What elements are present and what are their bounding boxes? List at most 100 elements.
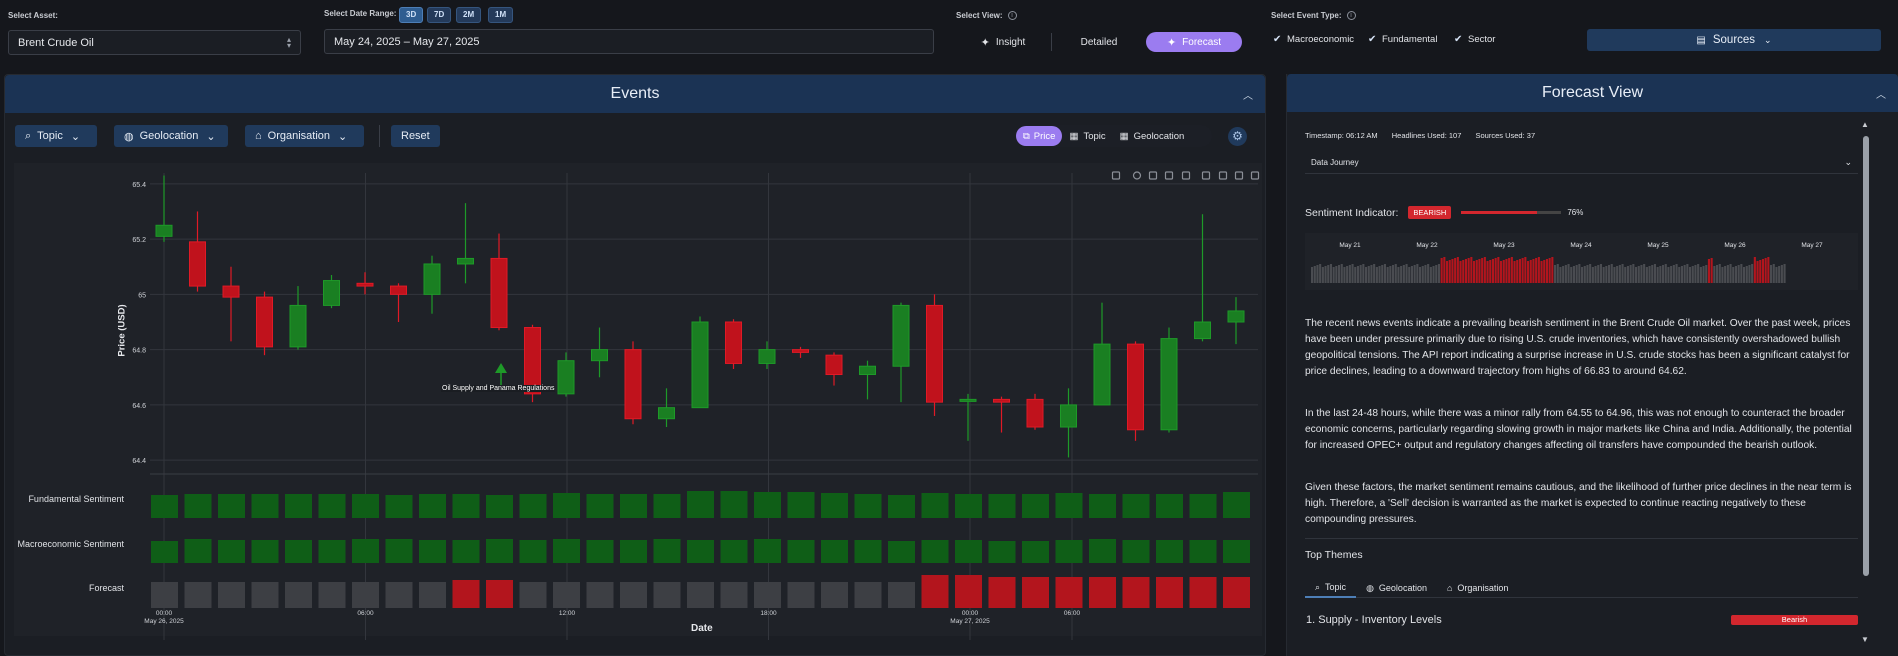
view-forecast-button[interactable]: ✦ Forecast (1146, 32, 1242, 52)
timestamp: Timestamp: 06:12 AM (1305, 131, 1378, 140)
timeline-bar (1559, 267, 1562, 283)
forecast-meta: Timestamp: 06:12 AM Headlines Used: 107 … (1305, 131, 1547, 140)
timeline-bar (1427, 264, 1430, 283)
timeline-bar (1726, 265, 1729, 283)
topic-filter-button[interactable]: ⌕ Topic ⌄ (15, 125, 97, 147)
timeline-bar (1416, 264, 1419, 283)
range-3d-button[interactable]: 3D (399, 7, 424, 23)
timeline-bar (1451, 259, 1454, 283)
timeline-bar (1405, 264, 1408, 283)
mode-price-label: Price (1033, 130, 1056, 142)
timeline-bar (1575, 265, 1578, 283)
timeline-bar (1597, 265, 1600, 283)
date-range-value: May 24, 2025 – May 27, 2025 (334, 35, 480, 48)
search-icon: ⌕ (1315, 581, 1321, 592)
geolocation-filter-button[interactable]: ◍ Geolocation ⌄ (114, 125, 228, 147)
timeline-date-label: May 24 (1570, 242, 1592, 249)
tab-topic[interactable]: ⌕ Topic (1305, 578, 1357, 598)
tab-geolocation[interactable]: ◍ Geolocation (1356, 578, 1437, 598)
timeline-bar (1770, 265, 1773, 283)
scroll-down-arrow[interactable]: ▼ (1861, 635, 1869, 644)
chart-icon: ⧉ (1023, 130, 1030, 142)
event-annotation[interactable]: Oil Supply and Panama Regulations (441, 385, 556, 392)
timeline-bar (1532, 259, 1535, 283)
theme-item-label: 1. Supply - Inventory Levels (1306, 614, 1442, 626)
timeline-bar (1721, 267, 1724, 283)
timeline-bar (1656, 267, 1659, 283)
date-range-input[interactable]: May 24, 2025 – May 27, 2025 (324, 29, 934, 54)
scrollbar-thumb[interactable] (1863, 136, 1869, 576)
divider (1051, 33, 1052, 51)
timeline-bar (1454, 258, 1457, 283)
mode-topic-button[interactable]: ▦ Topic (1062, 126, 1112, 146)
timeline-bar (1761, 259, 1764, 283)
sector-checkbox[interactable]: ✔ Sector (1454, 34, 1495, 45)
events-header[interactable]: Events ︿ (5, 75, 1265, 113)
forecast-row-label: Forecast (88, 583, 124, 593)
help-icon[interactable]: i (1007, 11, 1017, 21)
macroeconomic-checkbox[interactable]: ✔ Macroeconomic (1273, 34, 1354, 45)
range-1m-button[interactable]: 1M (488, 7, 514, 23)
macroeconomic-label: Macroeconomic (1287, 34, 1355, 45)
timeline-bar (1672, 265, 1675, 283)
timeline-bar (1392, 265, 1395, 283)
timeline-date-label: May 25 (1647, 242, 1669, 249)
chevron-up-icon[interactable]: ︿ (1876, 90, 1886, 101)
mode-geolocation-button[interactable]: ▦ Geolocation (1113, 126, 1192, 146)
timeline-bar (1632, 264, 1635, 283)
sources-button[interactable]: ▤ Sources ⌄ (1587, 29, 1881, 51)
reset-button[interactable]: Reset (391, 125, 440, 147)
theme-item[interactable]: 1. Supply - Inventory Levels Bearish (1305, 614, 1858, 626)
asset-value: Brent Crude Oil (18, 36, 94, 49)
timeline-bar (1402, 265, 1405, 283)
headlines-used: Headlines Used: 107 (1391, 131, 1462, 140)
tab-organisation[interactable]: ⌂ Organisation (1437, 578, 1518, 598)
mode-price-button[interactable]: ⧉ Price (1016, 126, 1063, 146)
scrollbar[interactable]: ▲ ▼ (1861, 120, 1871, 644)
timeline-bar (1759, 260, 1762, 283)
timeline-bar (1648, 266, 1651, 283)
timeline-bar (1618, 265, 1621, 283)
fundamental-checkbox[interactable]: ✔ Fundamental (1368, 34, 1437, 45)
tab-topic-label: Topic (1325, 582, 1347, 592)
organisation-filter-button[interactable]: ⌂ Organisation ⌄ (245, 125, 364, 147)
timeline-bar (1518, 259, 1521, 283)
timeline-date-label: May 21 (1339, 242, 1361, 249)
timeline-bar (1778, 266, 1781, 283)
scroll-up-arrow[interactable]: ▲ (1861, 120, 1869, 129)
view-insight-button[interactable]: ✦ Insight (955, 32, 1051, 52)
asset-select[interactable]: Brent Crude Oil ▴ ▾ (8, 30, 301, 55)
tab-organisation-label: Organisation (1457, 583, 1509, 593)
timeline-bar (1548, 258, 1551, 283)
timeline-bar (1340, 264, 1343, 283)
timeline-bar (1662, 265, 1665, 283)
forecast-header[interactable]: Forecast View ︿ (1287, 74, 1898, 112)
timeline-bar (1737, 265, 1740, 283)
data-journey-dropdown[interactable]: Data Journey ⌄ (1305, 152, 1858, 174)
chart-mode-switch: ⧉ Price ▦ Topic ▦ Geolocation (1016, 125, 1212, 147)
range-7d-button[interactable]: 7D (427, 7, 452, 23)
timeline-bar (1343, 267, 1346, 283)
timeline-bar (1775, 267, 1778, 283)
sentiment-bar (1461, 211, 1562, 214)
timeline-bar (1613, 267, 1616, 283)
timeline-bar (1448, 260, 1451, 283)
view-switch: ✦ Insight Detailed ✦ Forecast (955, 31, 1242, 53)
view-detailed-button[interactable]: Detailed (1052, 32, 1146, 52)
timeline-bar (1740, 264, 1743, 283)
range-2m-button[interactable]: 2M (456, 7, 482, 23)
view-insight-label: Insight (995, 36, 1026, 48)
timeline-bar (1691, 266, 1694, 283)
timeline-bar (1535, 258, 1538, 283)
timeline-bar (1354, 267, 1357, 283)
asset-label: Select Asset: (8, 11, 58, 20)
timeline-bar (1394, 264, 1397, 283)
timeline-bar (1567, 264, 1570, 283)
timeline-bar (1362, 264, 1365, 283)
divider (379, 125, 380, 147)
timeline-bar (1311, 267, 1314, 283)
settings-gear-icon[interactable]: ⚙ (1228, 127, 1247, 146)
help-icon[interactable]: i (1346, 11, 1356, 21)
chevron-up-icon[interactable]: ︿ (1243, 91, 1253, 102)
timeline-bar (1626, 266, 1629, 283)
